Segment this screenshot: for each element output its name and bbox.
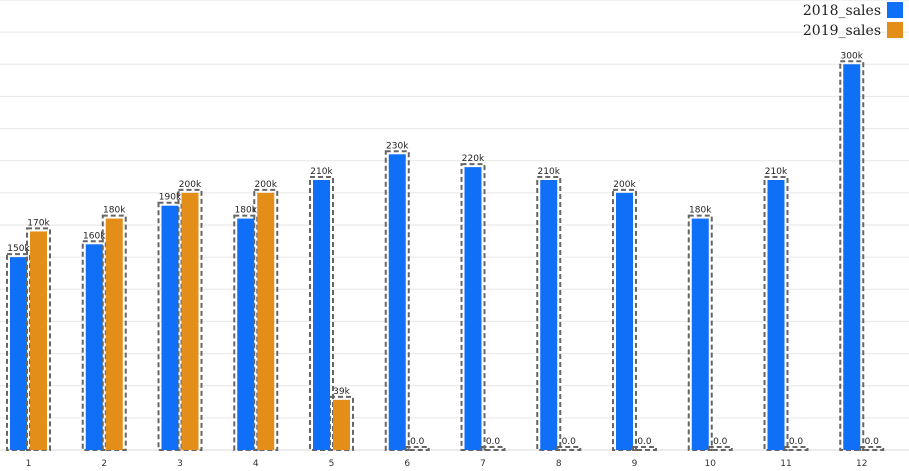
- bar-outline: [404, 446, 430, 451]
- bar-2018_sales-11: [767, 180, 785, 450]
- data-label: 0.0: [410, 437, 425, 447]
- legend-swatch: [887, 2, 903, 18]
- x-tick-label: 7: [480, 459, 486, 469]
- bar-2019_sales-5: [333, 399, 350, 450]
- data-label: 0.0: [713, 437, 728, 447]
- x-tick-label: 1: [26, 459, 32, 469]
- bar-outline: [253, 188, 279, 451]
- bar-outline: [839, 60, 865, 452]
- legend-label: 2019_sales: [803, 23, 881, 39]
- data-label: 170k: [27, 218, 50, 228]
- data-label: 190k: [159, 193, 182, 203]
- data-label: 230k: [386, 141, 409, 151]
- bar-outline: [632, 446, 657, 451]
- data-label: 0.0: [637, 437, 652, 447]
- x-tick-label: 5: [329, 459, 335, 469]
- x-tick-label: 11: [780, 459, 791, 469]
- bar-2018_sales-8: [540, 180, 558, 450]
- bar-2019_sales-4: [257, 192, 275, 450]
- bar-outline: [783, 446, 809, 451]
- data-label: 200k: [613, 180, 636, 190]
- legend-swatch: [887, 22, 903, 38]
- data-label: 0.0: [865, 437, 880, 447]
- data-label: 150k: [7, 244, 30, 254]
- bar-2018_sales-6: [388, 154, 406, 451]
- bar-2018_sales-7: [464, 167, 482, 450]
- bar-2018_sales-12: [843, 64, 861, 451]
- bar-2018_sales-1: [10, 257, 27, 450]
- bar-outline: [384, 150, 410, 452]
- data-label: 300k: [841, 51, 864, 61]
- x-tick-label: 3: [177, 459, 183, 469]
- bar-2018_sales-5: [313, 180, 330, 450]
- bar-2018_sales-10: [691, 218, 709, 450]
- bar-2018_sales-4: [237, 218, 255, 450]
- bar-outline: [556, 446, 582, 451]
- bar-2018_sales-3: [161, 205, 179, 450]
- data-label: 180k: [235, 206, 258, 216]
- bar-2019_sales-2: [105, 218, 123, 450]
- x-axis-ticks: 1 2 3 4 5 6 7 8 9 10 11 12: [26, 459, 868, 469]
- data-label: 200k: [179, 180, 202, 190]
- data-label: 210k: [310, 167, 333, 177]
- x-tick-label: 2: [101, 459, 107, 469]
- bar-outline: [707, 446, 733, 451]
- data-label: 160k: [83, 231, 106, 241]
- data-label: 180k: [689, 206, 712, 216]
- data-label: 0.0: [789, 437, 804, 447]
- bar-2018_sales-9: [616, 192, 633, 450]
- bar-2018_sales-2: [85, 244, 103, 450]
- bar-2019_sales-1: [30, 231, 47, 450]
- data-label: 0.0: [486, 437, 501, 447]
- bar-2019_sales-3: [181, 192, 199, 450]
- x-tick-label: 8: [556, 459, 562, 469]
- bar-outline: [329, 395, 354, 452]
- x-tick-label: 4: [253, 459, 259, 469]
- x-tick-label: 12: [856, 459, 867, 469]
- data-label: 220k: [462, 154, 485, 164]
- bars: [6, 60, 885, 452]
- bar-outline: [612, 188, 637, 451]
- data-label: 0.0: [562, 437, 577, 447]
- data-label: 39k: [333, 387, 350, 397]
- x-tick-label: 9: [632, 459, 638, 469]
- data-label: 210k: [538, 167, 561, 177]
- bar-outline: [859, 446, 885, 451]
- bar-outline: [177, 188, 203, 451]
- data-label: 180k: [103, 206, 126, 216]
- data-labels: 150k 170k 160k 180k 190k 200k 180k 200k 210k 39k 2…: [7, 51, 879, 447]
- grid-lines: [0, 0, 909, 451]
- bar-outline: [480, 446, 506, 451]
- data-label: 210k: [765, 167, 788, 177]
- data-label: 200k: [255, 180, 278, 190]
- x-tick-label: 10: [705, 459, 717, 469]
- x-tick-label: 6: [404, 459, 410, 469]
- legend-label: 2018_sales: [803, 3, 881, 19]
- legend: 2018_sales 2019_sales: [803, 2, 903, 39]
